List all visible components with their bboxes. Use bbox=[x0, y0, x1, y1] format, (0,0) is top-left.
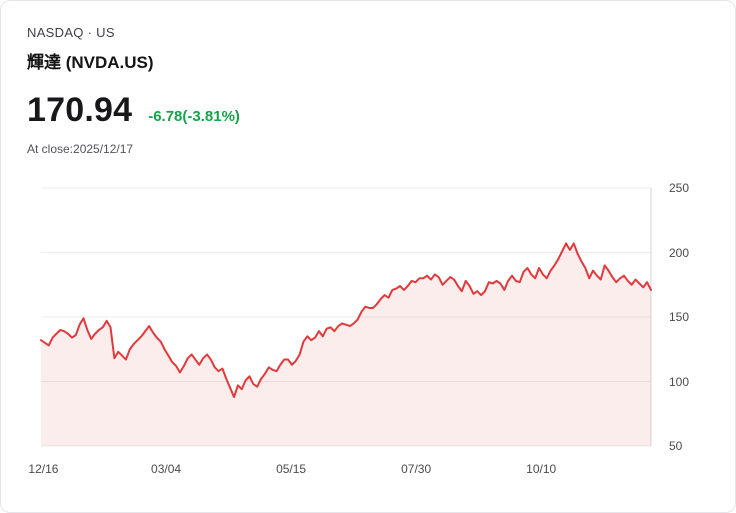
x-axis-tick-label: 05/15 bbox=[276, 462, 307, 476]
stock-title: 輝達 (NVDA.US) bbox=[27, 53, 154, 72]
last-price: 170.94 bbox=[27, 91, 133, 129]
x-axis-tick-label: 10/10 bbox=[526, 462, 557, 476]
price-area-chart-svg bbox=[41, 188, 651, 446]
x-axis-tick-label: 07/30 bbox=[401, 462, 432, 476]
y-axis-tick-label: 100 bbox=[669, 374, 690, 389]
x-axis: 12/16 03/04 05/15 07/30 10/10 bbox=[28, 458, 651, 478]
y-axis-tick-label: 50 bbox=[669, 439, 683, 453]
price-line bbox=[41, 243, 651, 397]
price-row: 170.94 -6.78(-3.81%) bbox=[27, 91, 709, 130]
x-axis-tick-label: 12/16 bbox=[28, 462, 59, 476]
close-timestamp: At close:2025/12/17 bbox=[27, 142, 134, 156]
y-axis: 50 100 150 200 250 bbox=[657, 181, 709, 453]
y-axis-tick-label: 150 bbox=[669, 310, 690, 324]
chart-plot-area[interactable] bbox=[41, 188, 651, 446]
x-axis-tick-label: 03/04 bbox=[151, 462, 182, 476]
price-area-fill bbox=[41, 243, 651, 446]
price-chart[interactable]: 50 100 150 200 250 12/16 03/04 05/15 07/30 10/10 bbox=[27, 178, 709, 478]
y-axis-tick-label: 200 bbox=[669, 245, 690, 260]
price-change: -6.78(-3.81%) bbox=[148, 108, 240, 125]
y-axis-tick-label: 250 bbox=[669, 181, 690, 195]
exchange-region-label: NASDAQ · US bbox=[27, 25, 115, 40]
